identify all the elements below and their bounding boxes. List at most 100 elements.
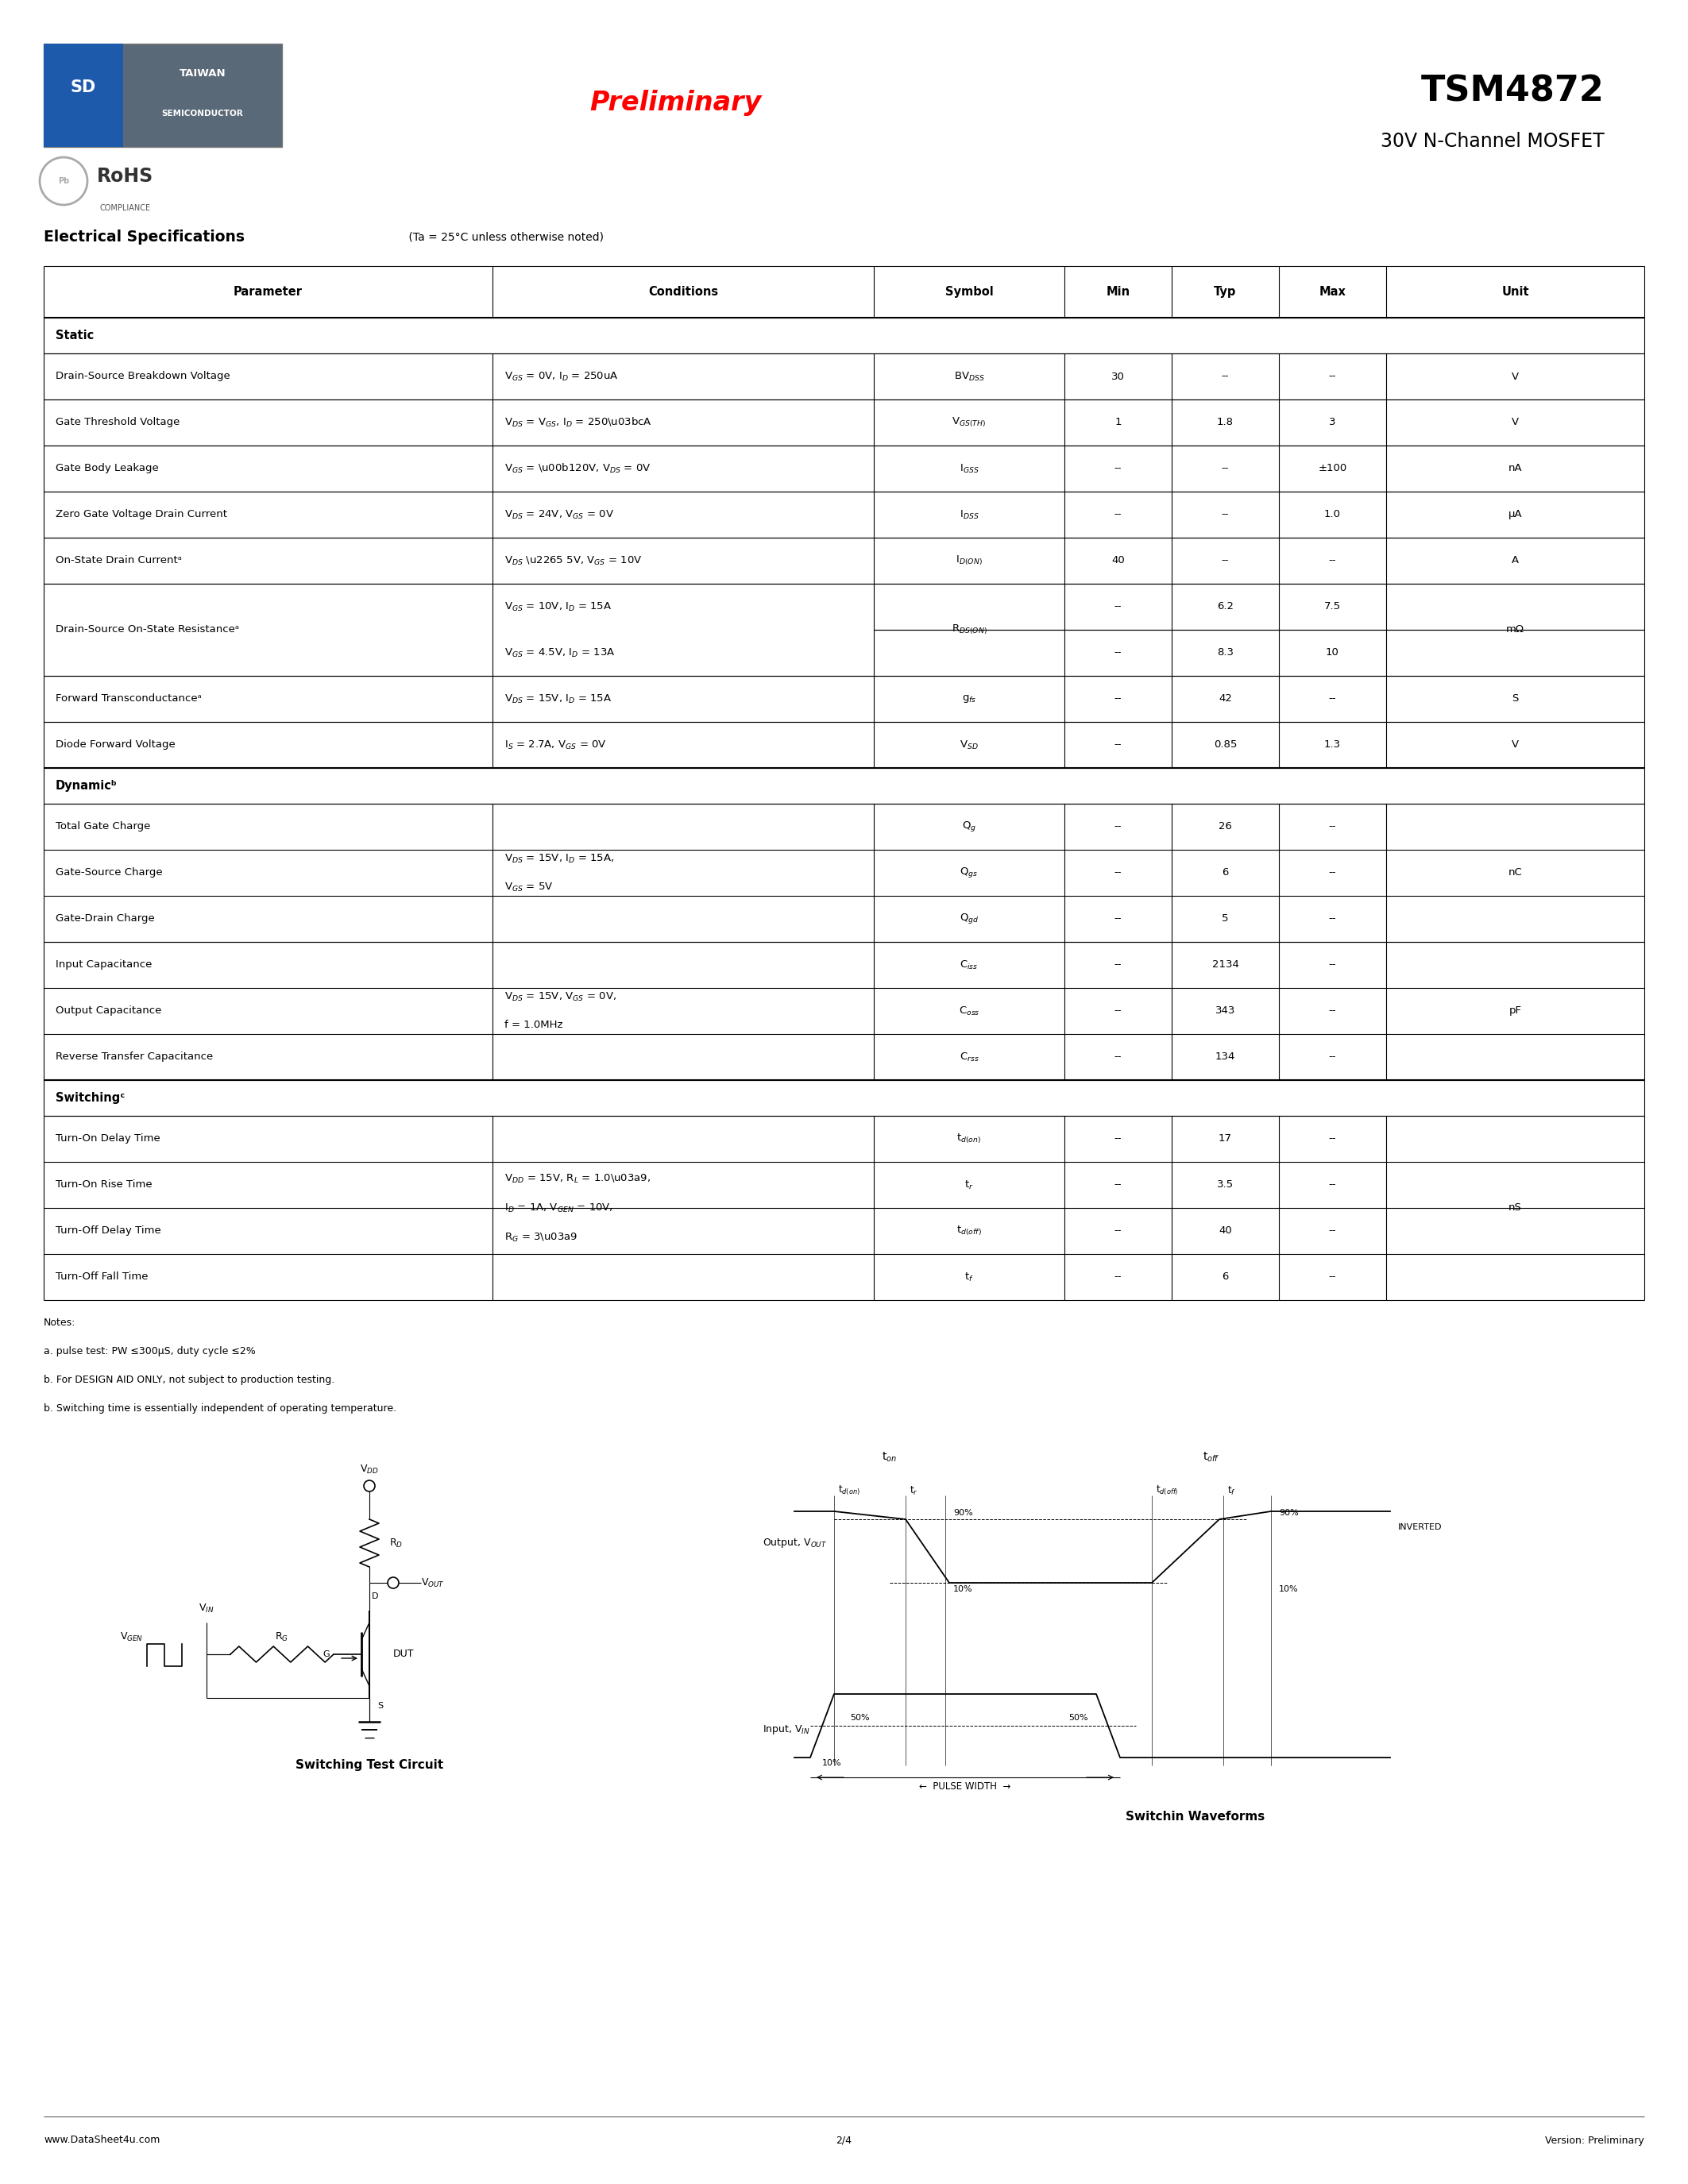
- Text: 5: 5: [1222, 913, 1229, 924]
- Text: G: G: [322, 1651, 329, 1658]
- Text: μA: μA: [1509, 509, 1523, 520]
- Text: DUT: DUT: [393, 1649, 414, 1660]
- Text: INVERTED: INVERTED: [1398, 1522, 1442, 1531]
- Text: t$_f$: t$_f$: [1227, 1485, 1236, 1496]
- Text: V$_{DS}$ = 15V, V$_{GS}$ = 0V,: V$_{DS}$ = 15V, V$_{GS}$ = 0V,: [505, 992, 616, 1002]
- Text: 50%: 50%: [851, 1714, 869, 1721]
- Text: --: --: [1114, 649, 1123, 657]
- Text: pF: pF: [1509, 1007, 1521, 1016]
- Text: Drain-Source Breakdown Voltage: Drain-Source Breakdown Voltage: [56, 371, 230, 382]
- Text: 10%: 10%: [822, 1758, 842, 1767]
- Text: nC: nC: [1507, 867, 1523, 878]
- Text: V$_{GS}$ = 10V, I$_D$ = 15A: V$_{GS}$ = 10V, I$_D$ = 15A: [505, 601, 613, 614]
- Text: V$_{GS}$ = \u00b120V, V$_{DS}$ = 0V: V$_{GS}$ = \u00b120V, V$_{DS}$ = 0V: [505, 463, 652, 474]
- Text: R$_{DS(ON)}$: R$_{DS(ON)}$: [952, 622, 987, 636]
- Text: 1.3: 1.3: [1323, 740, 1340, 749]
- Text: t$_{off}$: t$_{off}$: [1204, 1450, 1220, 1463]
- Text: R$_D$: R$_D$: [390, 1538, 403, 1548]
- Text: C$_{oss}$: C$_{oss}$: [959, 1005, 979, 1018]
- Text: --: --: [1114, 1007, 1123, 1016]
- Text: Turn-On Delay Time: Turn-On Delay Time: [56, 1133, 160, 1144]
- Text: --: --: [1222, 509, 1229, 520]
- Text: Q$_{gd}$: Q$_{gd}$: [959, 913, 979, 926]
- Text: R$_G$ = 3\u03a9: R$_G$ = 3\u03a9: [505, 1232, 577, 1243]
- Text: Symbol: Symbol: [945, 286, 993, 297]
- Text: Zero Gate Voltage Drain Current: Zero Gate Voltage Drain Current: [56, 509, 228, 520]
- Text: nA: nA: [1509, 463, 1523, 474]
- Text: Input, V$_{IN}$: Input, V$_{IN}$: [763, 1723, 810, 1736]
- FancyBboxPatch shape: [44, 44, 282, 146]
- Text: --: --: [1328, 1271, 1337, 1282]
- Text: Forward Transconductanceᵃ: Forward Transconductanceᵃ: [56, 695, 201, 703]
- Text: t$_f$: t$_f$: [964, 1271, 974, 1282]
- Text: --: --: [1328, 913, 1337, 924]
- Text: b. Switching time is essentially independent of operating temperature.: b. Switching time is essentially indepen…: [44, 1404, 397, 1413]
- Text: 6.2: 6.2: [1217, 601, 1234, 612]
- Text: S: S: [1512, 695, 1519, 703]
- Text: --: --: [1114, 695, 1123, 703]
- Text: I$_S$ = 2.7A, V$_{GS}$ = 0V: I$_S$ = 2.7A, V$_{GS}$ = 0V: [505, 738, 606, 751]
- Text: Conditions: Conditions: [648, 286, 717, 297]
- Text: 134: 134: [1215, 1053, 1236, 1061]
- Text: Switching Test Circuit: Switching Test Circuit: [295, 1760, 444, 1771]
- Text: --: --: [1328, 867, 1337, 878]
- Text: t$_{d(off)}$: t$_{d(off)}$: [957, 1225, 982, 1238]
- Text: --: --: [1114, 1053, 1123, 1061]
- Text: nS: nS: [1509, 1203, 1523, 1212]
- Text: C$_{iss}$: C$_{iss}$: [960, 959, 979, 972]
- Text: f = 1.0MHz: f = 1.0MHz: [505, 1020, 562, 1031]
- Text: --: --: [1114, 1133, 1123, 1144]
- Text: --: --: [1114, 463, 1123, 474]
- Text: --: --: [1114, 601, 1123, 612]
- Text: Preliminary: Preliminary: [589, 90, 761, 116]
- Text: Gate-Source Charge: Gate-Source Charge: [56, 867, 162, 878]
- Text: I$_D$ = 1A, V$_{GEN}$ = 10V,: I$_D$ = 1A, V$_{GEN}$ = 10V,: [505, 1201, 613, 1214]
- Text: 90%: 90%: [1280, 1509, 1298, 1518]
- Text: V$_{DS}$ = 24V, V$_{GS}$ = 0V: V$_{DS}$ = 24V, V$_{GS}$ = 0V: [505, 509, 614, 520]
- Text: Switchingᶜ: Switchingᶜ: [56, 1092, 125, 1103]
- Text: TAIWAN: TAIWAN: [179, 68, 226, 79]
- Text: On-State Drain Currentᵃ: On-State Drain Currentᵃ: [56, 555, 182, 566]
- Text: 7.5: 7.5: [1323, 601, 1340, 612]
- Text: 1.0: 1.0: [1323, 509, 1340, 520]
- Text: 10%: 10%: [1280, 1586, 1298, 1592]
- Text: --: --: [1328, 1179, 1337, 1190]
- Text: V: V: [1512, 417, 1519, 428]
- Text: --: --: [1114, 1179, 1123, 1190]
- Text: 3: 3: [1328, 417, 1335, 428]
- Text: 50%: 50%: [1069, 1714, 1089, 1721]
- Text: 6: 6: [1222, 1271, 1229, 1282]
- Text: Gate-Drain Charge: Gate-Drain Charge: [56, 913, 155, 924]
- Text: I$_{GSS}$: I$_{GSS}$: [959, 463, 979, 474]
- Text: (Ta = 25°C unless otherwise noted): (Ta = 25°C unless otherwise noted): [405, 232, 604, 242]
- Text: 3.5: 3.5: [1217, 1179, 1234, 1190]
- Text: V$_{DS}$ \u2265 5V, V$_{GS}$ = 10V: V$_{DS}$ \u2265 5V, V$_{GS}$ = 10V: [505, 555, 641, 566]
- Text: 40: 40: [1111, 555, 1124, 566]
- Text: b. For DESIGN AID ONLY, not subject to production testing.: b. For DESIGN AID ONLY, not subject to p…: [44, 1374, 334, 1385]
- Text: Gate Body Leakage: Gate Body Leakage: [56, 463, 159, 474]
- Text: 40: 40: [1219, 1225, 1232, 1236]
- Text: --: --: [1328, 1007, 1337, 1016]
- Text: Dynamicᵇ: Dynamicᵇ: [56, 780, 118, 793]
- Text: g$_{fs}$: g$_{fs}$: [962, 692, 976, 705]
- Text: --: --: [1114, 1271, 1123, 1282]
- Text: Min: Min: [1106, 286, 1129, 297]
- Text: V$_{DD}$ = 15V, R$_L$ = 1.0\u03a9,: V$_{DD}$ = 15V, R$_L$ = 1.0\u03a9,: [505, 1173, 652, 1184]
- Text: V$_{IN}$: V$_{IN}$: [199, 1603, 214, 1614]
- Text: 0.85: 0.85: [1214, 740, 1237, 749]
- Text: Q$_{gs}$: Q$_{gs}$: [960, 867, 979, 880]
- Text: Parameter: Parameter: [233, 286, 302, 297]
- Text: Turn-On Rise Time: Turn-On Rise Time: [56, 1179, 152, 1190]
- Text: 30: 30: [1111, 371, 1124, 382]
- Text: RoHS: RoHS: [96, 166, 154, 186]
- Text: R$_G$: R$_G$: [275, 1631, 289, 1642]
- Text: t$_r$: t$_r$: [910, 1485, 918, 1496]
- Text: --: --: [1114, 913, 1123, 924]
- Text: Diode Forward Voltage: Diode Forward Voltage: [56, 740, 176, 749]
- Text: Turn-Off Fall Time: Turn-Off Fall Time: [56, 1271, 149, 1282]
- Text: t$_{on}$: t$_{on}$: [883, 1450, 898, 1463]
- Text: --: --: [1222, 555, 1229, 566]
- Text: Total Gate Charge: Total Gate Charge: [56, 821, 150, 832]
- Text: 1: 1: [1114, 417, 1121, 428]
- Text: t$_{d(on)}$: t$_{d(on)}$: [837, 1483, 861, 1496]
